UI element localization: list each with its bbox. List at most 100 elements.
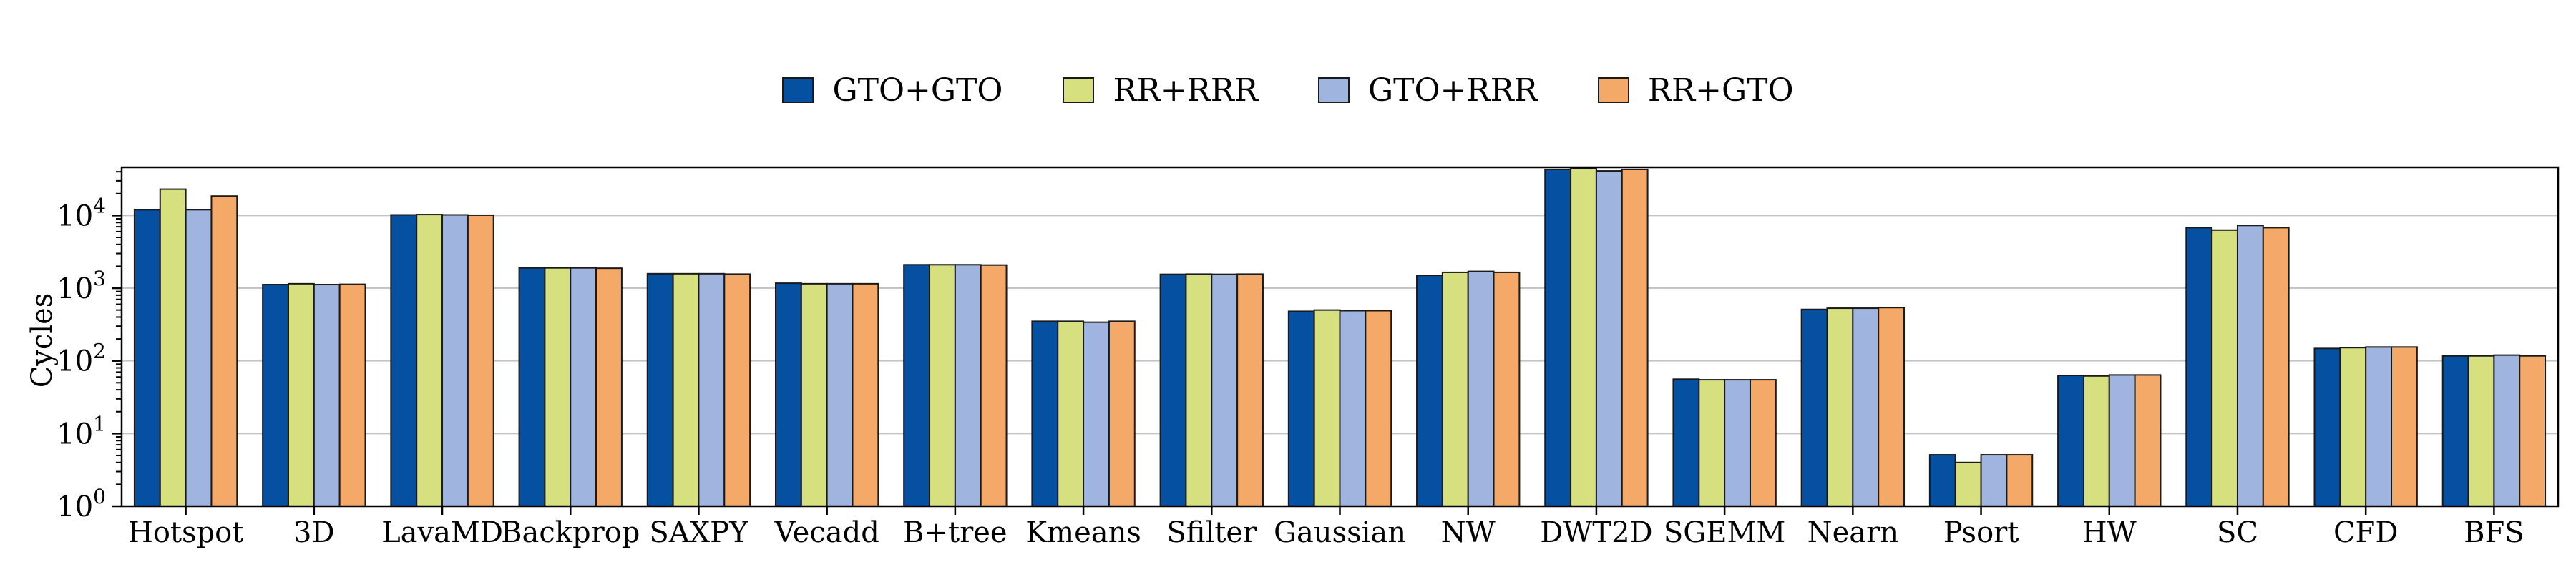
bar-kmeans-gto-rrr [1083, 321, 1110, 507]
x-tick-label-kmeans: Kmeans [1025, 516, 1141, 549]
bar-b-tree-gto-rrr [954, 264, 982, 507]
bar-gaussian-rr-rrr [1313, 309, 1341, 507]
y-axis-label: Cycles [26, 293, 59, 388]
bar-sgemm-rr-gto [1749, 379, 1777, 507]
bar-nearn-gto-rrr [1852, 307, 1880, 507]
x-tick-label-nw: NW [1441, 516, 1496, 549]
bar-vecadd-gto-rrr [826, 282, 854, 507]
bar-cfd-rr-gto [2391, 346, 2418, 507]
bar-sgemm-gto-gto [1672, 378, 1700, 508]
x-tick-label-cfd: CFD [2333, 516, 2398, 549]
x-tick-label-dwt2d: DWT2D [1540, 516, 1652, 549]
x-tick-label-lavamd: LavaMD [381, 516, 503, 549]
legend: GTO+GTO RR+RRR GTO+RRR RR+GTO [0, 69, 2576, 112]
x-tick-label-hw: HW [2082, 516, 2137, 549]
bar-saxpy-rr-rrr [672, 272, 700, 507]
bar-bfs-gto-gto [2441, 355, 2469, 507]
bar-bfs-rr-rrr [2467, 355, 2495, 507]
bar-vecadd-rr-gto [852, 282, 879, 507]
legend-swatch-rr-gto [1597, 77, 1629, 103]
bar-backprop-gto-gto [518, 267, 546, 507]
bar-backprop-gto-rrr [570, 267, 597, 507]
bar-hw-rr-rrr [2082, 375, 2110, 508]
x-tick-label-sgemm: SGEMM [1664, 516, 1785, 549]
bar-hotspot-rr-gto [210, 195, 238, 507]
bar-3d-rr-gto [338, 283, 366, 507]
bar-lavamd-rr-rrr [416, 214, 444, 507]
legend-item-gto-rrr: GTO+RRR [1318, 72, 1538, 109]
x-tick-label-b-tree: B+tree [903, 516, 1007, 549]
x-tick-label-saxpy: SAXPY [649, 516, 748, 549]
bar-dwt2d-gto-gto [1544, 168, 1572, 508]
bar-lavamd-gto-gto [390, 214, 418, 507]
y-tick-label: 103 [57, 267, 106, 305]
x-tick-label-vecadd: Vecadd [774, 516, 879, 549]
bar-bfs-rr-gto [2519, 355, 2547, 507]
legend-label-rr-rrr: RR+RRR [1113, 72, 1258, 109]
bar-sfilter-rr-rrr [1185, 273, 1213, 507]
bar-nw-rr-gto [1493, 271, 1521, 507]
bar-lavamd-gto-rrr [441, 214, 469, 507]
bar-backprop-rr-rrr [544, 267, 572, 507]
legend-item-rr-gto: RR+GTO [1597, 72, 1794, 109]
x-tick-label-psort: Psort [1943, 516, 2019, 549]
bar-sc-gto-rrr [2236, 225, 2264, 507]
bar-dwt2d-gto-rrr [1595, 170, 1623, 508]
bar-psort-gto-rrr [1980, 454, 2008, 508]
bar-vecadd-gto-gto [774, 282, 802, 507]
bar-saxpy-gto-gto [646, 272, 674, 507]
bar-sgemm-rr-rrr [1698, 379, 1726, 507]
bar-sfilter-gto-gto [1159, 273, 1187, 507]
bar-nw-gto-rrr [1467, 270, 1495, 507]
x-tick-label-nearn: Nearn [1807, 516, 1898, 549]
bar-b-tree-rr-gto [980, 264, 1008, 507]
x-tick-label-hotspot: Hotspot [128, 516, 243, 549]
bar-nearn-gto-gto [1800, 308, 1828, 507]
legend-swatch-gto-rrr [1318, 77, 1350, 103]
bar-nw-gto-gto [1416, 275, 1443, 507]
bar-psort-rr-rrr [1954, 461, 1982, 507]
bar-nearn-rr-rrr [1826, 307, 1854, 507]
bar-psort-rr-gto [2006, 454, 2034, 508]
bar-sgemm-gto-rrr [1724, 379, 1751, 507]
bar-gaussian-gto-rrr [1339, 310, 1367, 507]
x-tick-label-sc: SC [2217, 516, 2258, 549]
bar-3d-rr-rrr [287, 282, 315, 507]
bar-gaussian-gto-gto [1287, 310, 1315, 507]
bar-vecadd-rr-rrr [800, 282, 828, 507]
x-tick-label-3d: 3D [293, 516, 335, 549]
legend-swatch-rr-rrr [1063, 77, 1095, 103]
bar-dwt2d-rr-rrr [1570, 167, 1597, 507]
bar-hotspot-rr-rrr [159, 188, 187, 507]
bar-b-tree-gto-gto [903, 264, 931, 507]
legend-swatch-gto-gto [782, 77, 814, 103]
bar-kmeans-rr-rrr [1057, 320, 1085, 507]
bar-kmeans-gto-gto [1031, 320, 1059, 507]
legend-item-rr-rrr: RR+RRR [1063, 72, 1258, 109]
bar-dwt2d-rr-gto [1621, 168, 1649, 508]
bar-3d-gto-rrr [313, 284, 341, 507]
bar-psort-gto-gto [1928, 454, 1956, 508]
bar-nw-rr-rrr [1441, 271, 1469, 507]
bar-cfd-gto-rrr [2365, 346, 2393, 507]
bar-backprop-rr-gto [595, 267, 623, 507]
bar-nearn-rr-gto [1878, 307, 1906, 507]
legend-label-rr-gto: RR+GTO [1647, 72, 1794, 109]
bar-sfilter-gto-rrr [1211, 273, 1239, 507]
bar-3d-gto-gto [262, 284, 289, 507]
bar-hotspot-gto-gto [133, 209, 161, 507]
x-tick-label-sfilter: Sfilter [1166, 516, 1257, 549]
bar-sc-rr-rrr [2211, 229, 2238, 507]
bar-hw-rr-gto [2134, 374, 2162, 508]
bar-cfd-gto-gto [2313, 347, 2341, 508]
y-tick-label: 100 [57, 485, 106, 523]
bar-lavamd-rr-gto [467, 214, 494, 507]
bar-saxpy-gto-rrr [698, 272, 726, 507]
x-tick-label-bfs: BFS [2464, 516, 2524, 549]
bar-b-tree-rr-rrr [929, 264, 956, 507]
bar-hw-gto-rrr [2108, 374, 2136, 508]
legend-label-gto-gto: GTO+GTO [832, 72, 1003, 109]
bar-saxpy-rr-gto [723, 273, 751, 507]
